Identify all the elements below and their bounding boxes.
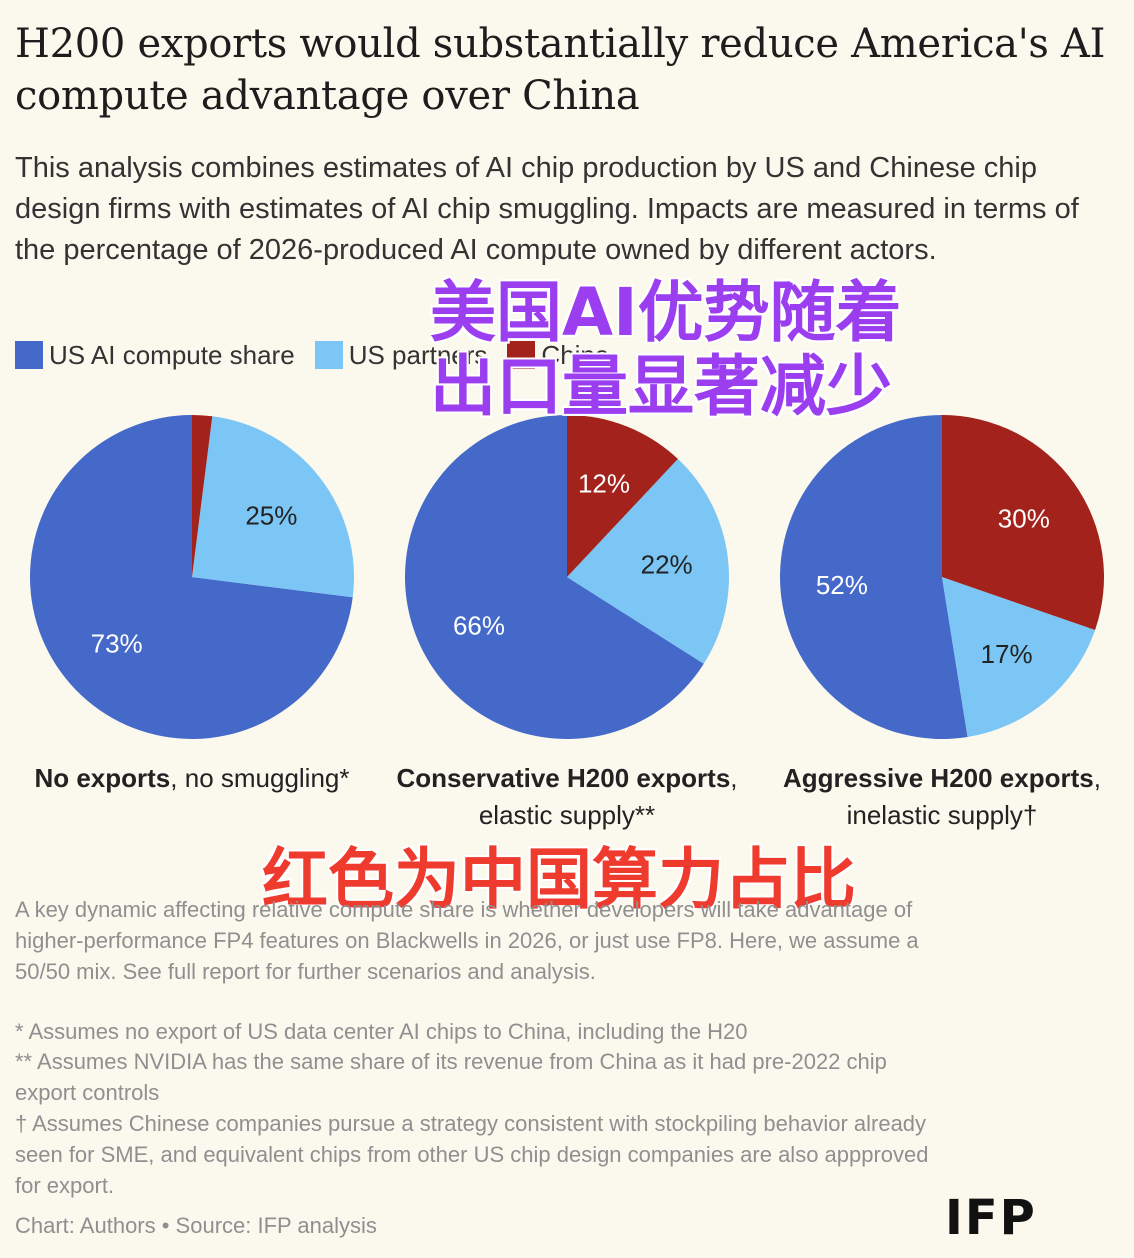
pie-label-bold: No exports [34,763,171,793]
pie-data-label-china: 12% [578,469,630,499]
pie-data-label-partners: 17% [981,639,1033,669]
overlay-caption-red: 红色为中国算力占比 [262,841,856,918]
pie-slice-partners [942,577,1096,737]
overlay-line-2: 出口量显著减少 [430,348,892,425]
pie-chart-no-exports: 73% 25% [30,415,354,739]
legend-swatch-partners [314,341,343,369]
ifp-logo: IFP [945,1190,1037,1246]
pie-data-label-us: 66% [453,610,505,640]
pie-slice-china [942,415,1104,630]
footnote-3: † Assumes Chinese companies pursue a str… [15,1111,929,1198]
legend-swatch-us [15,341,43,369]
overlay-line-1: 美国AI优势随着 [430,274,902,351]
pie-data-label-us: 73% [91,628,143,658]
chart-title: H200 exports would substantially reduce … [15,21,1106,119]
pie-data-label-partners: 22% [641,549,693,579]
footnote-1: * Assumes no export of US data center AI… [15,1019,748,1044]
footnote-2: ** Assumes NVIDIA has the same share of … [15,1049,887,1105]
note-dynamic: A key dynamic affecting relative compute… [15,897,919,984]
pie-data-label-china: 30% [998,504,1050,534]
pie-slice-us [779,415,968,739]
chart-subtitle: This analysis combines estimates of AI c… [15,152,1079,266]
pie-slice-us [30,415,353,739]
legend-label-us: US AI compute share [49,339,295,370]
pie-label-no-exports: No exports, no smuggling* [12,760,372,797]
pie-label-bold: Conservative H200 exports [396,763,731,793]
overlay-caption-purple: 美国AI优势随着 出口量显著减少 [430,276,902,424]
pie-slice-china [192,415,213,577]
pie-label-rest: , inelastic supply† [846,763,1101,830]
pie-slice-us [405,415,704,739]
pie-data-label-partners: 25% [245,500,297,530]
pie-label-conservative: Conservative H200 exports, elastic suppl… [392,760,742,834]
pie-label-aggressive: Aggressive H200 exports, inelastic suppl… [772,760,1112,834]
pie-chart-conservative: 66% 22% 12% [405,415,729,739]
pie-data-label-us: 52% [816,570,868,600]
pie-slice-partners [192,416,354,598]
pie-label-rest: , elastic supply** [478,763,738,830]
legend-item-us: US AI compute share [15,340,295,371]
pie-slice-china [567,415,678,577]
pie-chart-aggressive: 52% 17% 30% [779,415,1104,739]
legend-label-partners: US partners [348,339,488,370]
pie-slice-partners [567,458,729,664]
legend: US AI compute share US partners China [15,338,629,372]
legend-item-china: China [507,340,609,371]
pie-label-rest: , no smuggling* [170,763,350,793]
chart-credit: Chart: Authors • Source: IFP analysis [15,1213,377,1238]
legend-swatch-china [507,341,536,369]
legend-label-china: China [541,339,610,370]
pie-label-bold: Aggressive H200 exports [783,763,1094,793]
legend-item-partners: US partners [314,339,488,371]
